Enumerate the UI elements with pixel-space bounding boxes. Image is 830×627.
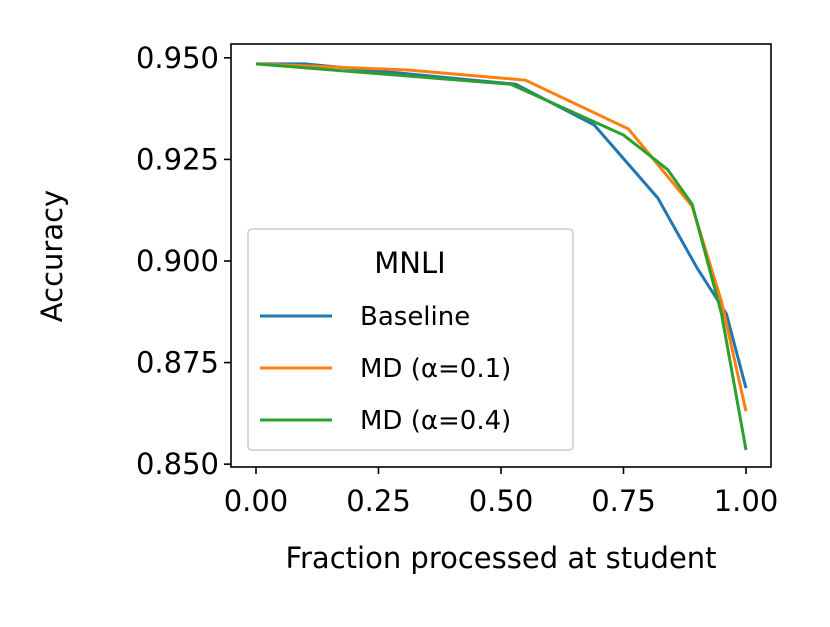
legend-box — [247, 228, 574, 451]
y-tick-label: 0.925 — [136, 142, 219, 176]
legend-title: MNLI — [374, 246, 445, 280]
x-tick-label: 1.00 — [714, 484, 779, 518]
x-axis-label: Fraction processed at student — [285, 541, 716, 575]
y-tick-label: 0.900 — [136, 244, 219, 278]
y-axis-label: Accuracy — [35, 190, 69, 322]
line — [255, 62, 748, 412]
x-tick-label: 0.00 — [224, 484, 289, 518]
plot-frame — [230, 43, 772, 468]
y-tick-label: 0.850 — [136, 447, 219, 481]
y-tick-label: 0.875 — [136, 346, 219, 380]
line — [255, 62, 748, 451]
y-tick-label: 0.950 — [136, 41, 219, 75]
x-tick-label: 0.25 — [346, 484, 411, 518]
x-tick-label: 0.50 — [469, 484, 534, 518]
legend-label: MD (α=0.1) — [360, 354, 511, 384]
legend-label: MD (α=0.4) — [360, 406, 511, 436]
legend-label: Baseline — [360, 302, 470, 332]
x-tick-label: 0.75 — [591, 484, 656, 518]
